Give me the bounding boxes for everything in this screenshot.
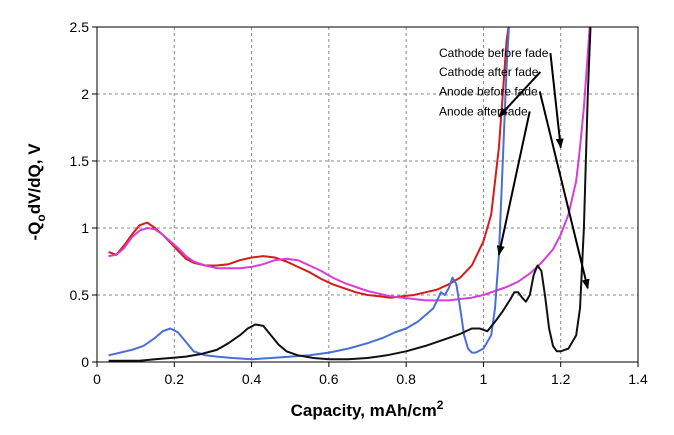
y-tick-label: 1 <box>81 220 89 236</box>
x-tick-label: 1.2 <box>551 371 571 387</box>
x-ticks: 0 0.2 0.4 0.6 0.8 1 1.2 1.4 <box>93 362 648 387</box>
annotation-label-anode-before-fade: Anode before fade <box>439 84 538 98</box>
y-tick-label: 2.5 <box>70 19 90 35</box>
x-tick-label: 1.4 <box>628 371 648 387</box>
x-tick-label: 0 <box>93 371 101 387</box>
x-axis-title-superscript: 2 <box>437 398 444 412</box>
annotation-label-cathode-after-fade: Cathode after fade <box>439 65 539 79</box>
x-tick-label: 0.4 <box>242 371 262 387</box>
series-line-anode-after-fade <box>108 27 592 362</box>
series-layer <box>108 27 592 362</box>
x-axis-title-main: Capacity, mAh/cm <box>291 401 437 420</box>
annotation-label-anode-after-fade: Anode after fade <box>439 104 528 118</box>
x-tick-label: 0.6 <box>319 371 339 387</box>
annotation-arrow-anode-after-fade <box>496 111 531 256</box>
x-tick-label: 0.2 <box>165 371 185 387</box>
x-axis-title: Capacity, mAh/cm2 <box>291 398 444 420</box>
y-axis-title: -QodV/dQ, V <box>25 143 48 241</box>
y-ticks: 0 0.5 1 1.5 2 2.5 <box>70 19 97 370</box>
annotation-arrow-cathode-before-fade <box>549 53 564 149</box>
y-axis-title-subscript: o <box>34 214 48 221</box>
y-tick-label: 0 <box>81 354 89 370</box>
annotation-arrow-cathode-after-fade <box>498 71 542 118</box>
series-line-cathode-after-fade <box>108 27 591 302</box>
y-axis-title-rest: dV/dQ, V <box>25 143 44 215</box>
plot-frame <box>96 26 639 363</box>
x-tick-label: 0.8 <box>396 371 416 387</box>
series-line-anode-before-fade <box>108 27 510 361</box>
x-tick-label: 1 <box>480 371 488 387</box>
y-tick-label: 1.5 <box>70 153 90 169</box>
y-tick-label: 2 <box>81 86 89 102</box>
y-tick-label: 0.5 <box>70 287 90 303</box>
annotation-label-cathode-before-fade: Cathode before fade <box>439 46 549 60</box>
annotation-arrow-anode-before-fade <box>538 91 590 290</box>
y-axis-title-main: -Q <box>25 222 44 241</box>
annotations: Cathode before fade Cathode after fade Ano… <box>439 46 590 290</box>
grid <box>97 27 638 362</box>
